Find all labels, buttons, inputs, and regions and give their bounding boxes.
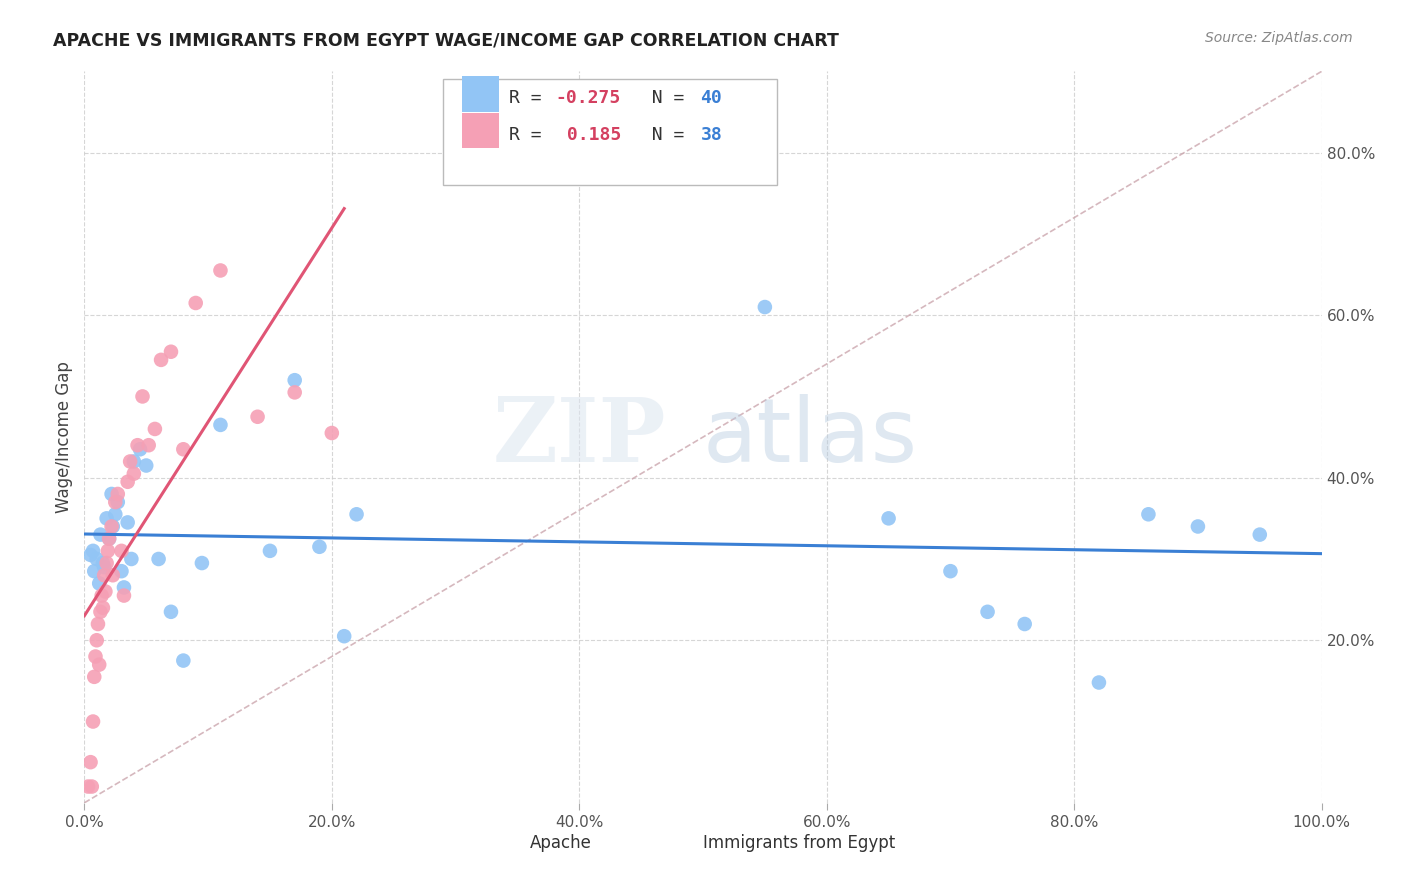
Point xyxy=(107,495,129,509)
Point xyxy=(91,556,114,570)
Point xyxy=(259,544,281,558)
Point xyxy=(135,458,157,473)
Point xyxy=(101,568,124,582)
Point xyxy=(110,544,132,558)
Point xyxy=(93,568,115,582)
Point xyxy=(172,442,194,457)
FancyBboxPatch shape xyxy=(461,77,499,112)
Point xyxy=(80,780,103,794)
Point xyxy=(82,714,104,729)
Point xyxy=(89,605,111,619)
Point xyxy=(112,589,135,603)
Text: APACHE VS IMMIGRANTS FROM EGYPT WAGE/INCOME GAP CORRELATION CHART: APACHE VS IMMIGRANTS FROM EGYPT WAGE/INC… xyxy=(53,31,839,49)
Point xyxy=(1249,527,1271,541)
Point xyxy=(120,454,142,468)
Point xyxy=(87,617,110,632)
FancyBboxPatch shape xyxy=(461,113,499,148)
Point xyxy=(107,487,129,501)
Point xyxy=(976,605,998,619)
Point xyxy=(83,670,105,684)
Text: 0.185: 0.185 xyxy=(555,126,621,144)
Point xyxy=(184,296,207,310)
Point xyxy=(86,633,108,648)
Point xyxy=(97,544,120,558)
Text: R =: R = xyxy=(509,126,553,144)
Point xyxy=(246,409,269,424)
Point xyxy=(333,629,356,643)
Point xyxy=(160,344,183,359)
Text: R =: R = xyxy=(509,89,553,107)
Point xyxy=(877,511,900,525)
Point xyxy=(754,300,776,314)
Point xyxy=(131,389,153,403)
Point xyxy=(1187,519,1209,533)
Point xyxy=(138,438,160,452)
Point xyxy=(209,263,232,277)
Text: N =: N = xyxy=(630,89,695,107)
Point xyxy=(939,564,962,578)
Point xyxy=(1088,675,1111,690)
Point xyxy=(172,654,194,668)
Point xyxy=(96,556,118,570)
Point xyxy=(89,657,111,672)
Point xyxy=(89,576,111,591)
Point xyxy=(79,548,101,562)
Point xyxy=(89,527,111,541)
Point xyxy=(77,780,100,794)
FancyBboxPatch shape xyxy=(666,829,697,858)
Y-axis label: Wage/Income Gap: Wage/Income Gap xyxy=(55,361,73,513)
Text: ZIP: ZIP xyxy=(492,393,666,481)
Text: atlas: atlas xyxy=(703,393,918,481)
Point xyxy=(110,564,132,578)
Text: Apache: Apache xyxy=(530,834,592,852)
Point xyxy=(91,600,114,615)
FancyBboxPatch shape xyxy=(443,78,778,185)
Point xyxy=(98,532,121,546)
Point xyxy=(96,511,118,525)
Point xyxy=(86,552,108,566)
Point xyxy=(284,373,307,387)
FancyBboxPatch shape xyxy=(492,829,523,858)
Point xyxy=(93,560,115,574)
Point xyxy=(321,425,343,440)
Point xyxy=(150,352,173,367)
Point xyxy=(127,438,149,452)
Point xyxy=(120,552,142,566)
Point xyxy=(209,417,232,432)
Point xyxy=(1137,508,1160,522)
Point xyxy=(100,487,122,501)
Point xyxy=(84,649,107,664)
Point xyxy=(82,544,104,558)
Point xyxy=(143,422,166,436)
Point xyxy=(122,467,145,481)
Point xyxy=(160,605,183,619)
Point xyxy=(112,581,135,595)
Point xyxy=(346,508,368,522)
Point xyxy=(90,589,112,603)
Point xyxy=(284,385,307,400)
Text: Source: ZipAtlas.com: Source: ZipAtlas.com xyxy=(1205,31,1353,45)
Point xyxy=(117,516,139,530)
Point xyxy=(98,532,121,546)
Point xyxy=(79,755,101,769)
Point xyxy=(104,495,127,509)
Point xyxy=(191,556,214,570)
Point xyxy=(148,552,170,566)
Text: Immigrants from Egypt: Immigrants from Egypt xyxy=(703,834,896,852)
Text: 40: 40 xyxy=(700,89,723,107)
Point xyxy=(104,508,127,522)
Point xyxy=(122,454,145,468)
Point xyxy=(1014,617,1036,632)
Point xyxy=(129,442,152,457)
Point xyxy=(117,475,139,489)
Point xyxy=(94,584,117,599)
Point xyxy=(100,519,122,533)
Text: N =: N = xyxy=(630,126,695,144)
Point xyxy=(308,540,330,554)
Point xyxy=(101,519,124,533)
Point xyxy=(83,564,105,578)
Text: -0.275: -0.275 xyxy=(555,89,621,107)
Text: 38: 38 xyxy=(700,126,723,144)
